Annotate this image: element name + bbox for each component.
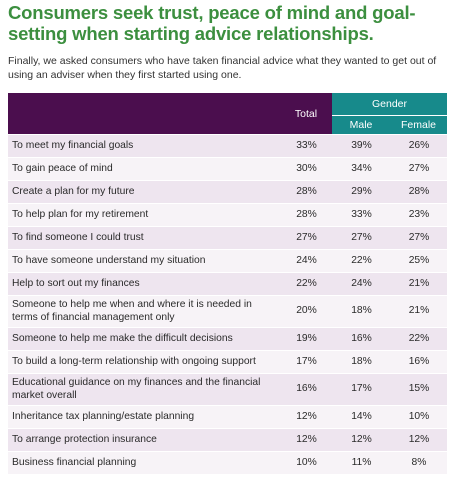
header-female: Female: [390, 115, 447, 135]
row-label: Someone to help me when and where it is …: [8, 295, 280, 328]
table-row: To have someone understand my situation 2…: [8, 249, 447, 273]
cell-value: 21%: [390, 295, 447, 328]
table-row: Business financial planning 10% 11% 8%: [8, 451, 447, 474]
cell-value: 24%: [332, 272, 390, 296]
cell-value: 18%: [332, 295, 390, 328]
header-blank: [8, 93, 280, 135]
cell-value: 16%: [280, 373, 332, 406]
row-label: To have someone understand my situation: [8, 249, 280, 273]
cell-value: 22%: [280, 272, 332, 296]
table-row: Educational guidance on my finances and …: [8, 373, 447, 406]
cell-value: 27%: [390, 157, 447, 181]
table-body: To meet my financial goals 33% 39% 26% To ga…: [8, 134, 447, 474]
cell-value: 15%: [390, 373, 447, 406]
table-row: To help plan for my retirement 28% 33% 23%: [8, 203, 447, 227]
cell-value: 33%: [332, 203, 390, 227]
table-row: Help to sort out my finances 22% 24% 21%: [8, 272, 447, 296]
cell-value: 27%: [390, 226, 447, 250]
cell-value: 12%: [280, 428, 332, 452]
cell-value: 12%: [390, 428, 447, 452]
cell-value: 10%: [280, 451, 332, 474]
cell-value: 14%: [332, 405, 390, 429]
cell-value: 23%: [390, 203, 447, 227]
row-label: To build a long-term relationship with o…: [8, 350, 280, 374]
table-row: Create a plan for my future 28% 29% 28%: [8, 180, 447, 204]
cell-value: 20%: [280, 295, 332, 328]
data-table: Total Gender Male Female To meet my fina…: [8, 93, 447, 474]
cell-value: 28%: [280, 203, 332, 227]
cell-value: 16%: [390, 350, 447, 374]
header-male: Male: [332, 115, 390, 135]
cell-value: 18%: [332, 350, 390, 374]
cell-value: 30%: [280, 157, 332, 181]
cell-value: 19%: [280, 327, 332, 351]
row-label: Educational guidance on my finances and …: [8, 373, 280, 406]
cell-value: 28%: [280, 180, 332, 204]
table-row: Someone to help me make the difficult de…: [8, 327, 447, 351]
row-label: Create a plan for my future: [8, 180, 280, 204]
cell-value: 39%: [332, 134, 390, 158]
row-label: Someone to help me make the difficult de…: [8, 327, 280, 351]
cell-value: 26%: [390, 134, 447, 158]
cell-value: 33%: [280, 134, 332, 158]
row-label: To help plan for my retirement: [8, 203, 280, 227]
row-label: To meet my financial goals: [8, 134, 280, 158]
cell-value: 17%: [332, 373, 390, 406]
cell-value: 28%: [390, 180, 447, 204]
row-label: Business financial planning: [8, 451, 280, 474]
row-label: Inheritance tax planning/estate planning: [8, 405, 280, 429]
row-label: Help to sort out my finances: [8, 272, 280, 296]
table-row: To find someone I could trust 27% 27% 27%: [8, 226, 447, 250]
header-total: Total: [280, 93, 332, 135]
cell-value: 12%: [332, 428, 390, 452]
cell-value: 16%: [332, 327, 390, 351]
subtitle: Finally, we asked consumers who have tak…: [8, 55, 437, 81]
cell-value: 27%: [280, 226, 332, 250]
cell-value: 17%: [280, 350, 332, 374]
cell-value: 34%: [332, 157, 390, 181]
table-row: To gain peace of mind 30% 34% 27%: [8, 157, 447, 181]
cell-value: 22%: [332, 249, 390, 273]
row-label: To find someone I could trust: [8, 226, 280, 250]
cell-value: 25%: [390, 249, 447, 273]
table-row: To meet my financial goals 33% 39% 26%: [8, 134, 447, 158]
cell-value: 24%: [280, 249, 332, 273]
cell-value: 11%: [332, 451, 390, 474]
cell-value: 10%: [390, 405, 447, 429]
header-gender: Gender: [332, 93, 447, 116]
cell-value: 12%: [280, 405, 332, 429]
row-label: To arrange protection insurance: [8, 428, 280, 452]
row-label: To gain peace of mind: [8, 157, 280, 181]
cell-value: 27%: [332, 226, 390, 250]
cell-value: 21%: [390, 272, 447, 296]
table-row: To arrange protection insurance 12% 12% 12%: [8, 428, 447, 452]
cell-value: 22%: [390, 327, 447, 351]
table-row: Inheritance tax planning/estate planning…: [8, 405, 447, 429]
table-row: To build a long-term relationship with o…: [8, 350, 447, 374]
cell-value: 29%: [332, 180, 390, 204]
cell-value: 8%: [390, 451, 447, 474]
table-row: Someone to help me when and where it is …: [8, 295, 447, 328]
title: Consumers seek trust, peace of mind and …: [8, 2, 416, 44]
